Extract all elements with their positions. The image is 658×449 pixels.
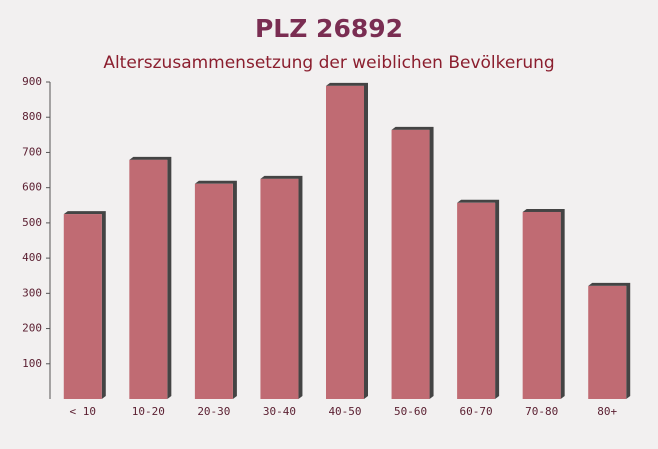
x-tick-label: 40-50 <box>328 405 361 418</box>
bar <box>129 159 168 399</box>
bar <box>588 285 627 399</box>
x-tick-label: 10-20 <box>132 405 165 418</box>
x-tick-label: 80+ <box>597 405 617 418</box>
x-tick-label: 30-40 <box>263 405 296 418</box>
bar <box>194 183 233 399</box>
y-tick-label: 400 <box>22 251 42 264</box>
bar <box>522 211 561 399</box>
x-tick-label: < 10 <box>70 405 97 418</box>
bar <box>63 214 102 399</box>
x-tick-label: 50-60 <box>394 405 427 418</box>
y-tick-label: 600 <box>22 181 42 194</box>
x-tick-label: 20-30 <box>197 405 230 418</box>
y-tick-label: 200 <box>22 322 42 335</box>
y-tick-label: 900 <box>22 75 42 88</box>
y-tick-label: 800 <box>22 110 42 123</box>
x-tick-label: 70-80 <box>525 405 558 418</box>
y-tick-label: 500 <box>22 216 42 229</box>
y-tick-label: 700 <box>22 145 42 158</box>
bar <box>260 178 299 399</box>
chart-subtitle: Alterszusammensetzung der weiblichen Bev… <box>103 53 554 73</box>
y-tick-label: 100 <box>22 357 42 370</box>
y-tick-label: 300 <box>22 286 42 299</box>
x-tick-label: 60-70 <box>460 405 493 418</box>
bar <box>391 129 430 399</box>
bar <box>457 202 496 399</box>
chart-title: PLZ 26892 <box>255 14 403 43</box>
bar <box>326 85 364 399</box>
